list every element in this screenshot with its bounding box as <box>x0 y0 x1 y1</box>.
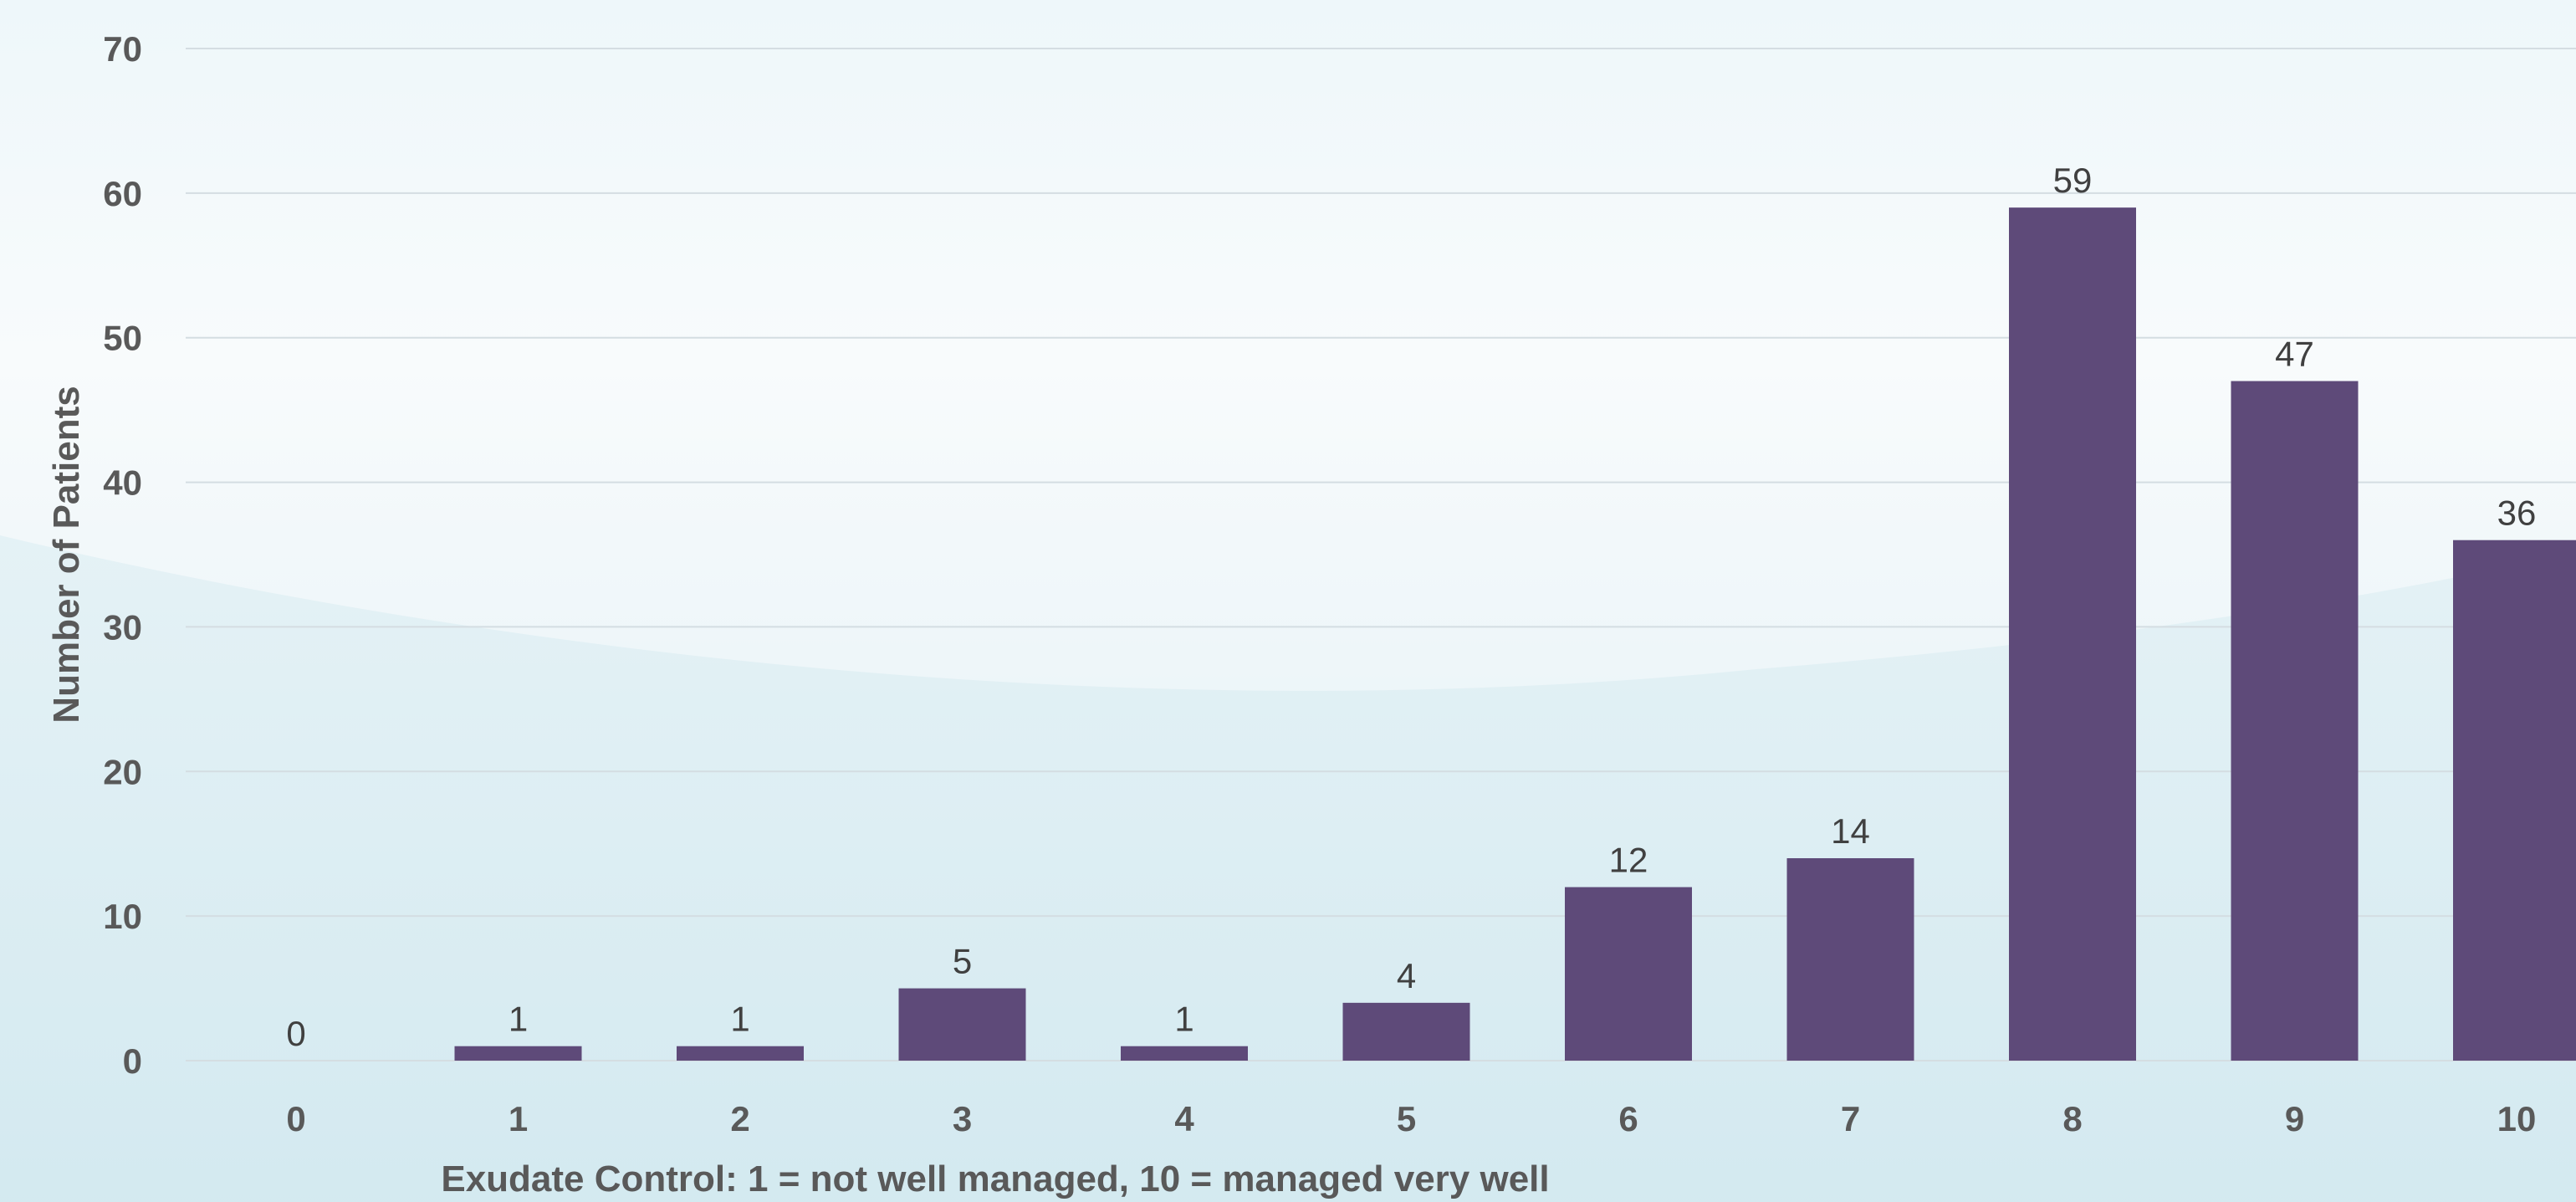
x-tick-label: 3 <box>953 1099 972 1138</box>
x-tick-label: 5 <box>1397 1099 1416 1138</box>
bar <box>1342 1002 1470 1061</box>
data-label: 12 <box>1609 841 1648 880</box>
bar <box>1786 858 1914 1061</box>
bar <box>677 1046 804 1061</box>
x-tick-label: 0 <box>286 1099 305 1138</box>
data-label: 47 <box>2275 335 2314 374</box>
y-tick-label: 70 <box>103 29 142 69</box>
data-label: 4 <box>1397 956 1416 995</box>
y-axis-ticks: 0 10 20 30 40 50 60 70 <box>103 29 142 1081</box>
x-tick-label: 2 <box>730 1099 749 1138</box>
y-tick-label: 60 <box>103 174 142 213</box>
bar <box>2009 207 2136 1061</box>
y-axis-title: Number of Patients <box>46 386 87 723</box>
y-tick-label: 20 <box>103 752 142 791</box>
data-label: 1 <box>1174 1000 1193 1039</box>
x-tick-label: 9 <box>2285 1099 2304 1138</box>
bar <box>454 1046 582 1061</box>
x-tick-label: 8 <box>2062 1099 2082 1138</box>
y-tick-label: 50 <box>103 319 142 358</box>
data-label: 0 <box>286 1014 305 1053</box>
bar <box>2231 381 2359 1061</box>
x-tick-label: 10 <box>2497 1099 2537 1138</box>
data-label: 36 <box>2497 494 2537 533</box>
y-tick-label: 0 <box>123 1041 142 1081</box>
data-label: 14 <box>1831 811 1870 851</box>
x-axis-title: Exudate Control: 1 = not well managed, 1… <box>441 1159 1549 1199</box>
bar <box>1121 1046 1248 1061</box>
x-tick-label: 1 <box>509 1099 528 1138</box>
y-tick-label: 30 <box>103 607 142 647</box>
x-tick-label: 6 <box>1618 1099 1638 1138</box>
x-tick-label: 7 <box>1841 1099 1860 1138</box>
bar <box>898 988 1026 1061</box>
data-label: 1 <box>730 1000 749 1039</box>
x-axis-ticks: 0 1 2 3 4 5 6 7 8 9 10 <box>286 1099 2536 1138</box>
gridlines <box>186 48 2576 1061</box>
bar <box>2453 540 2576 1061</box>
bar <box>1565 887 1692 1061</box>
x-tick-label: 4 <box>1174 1099 1194 1138</box>
y-tick-label: 40 <box>103 463 142 503</box>
bars <box>454 207 2576 1061</box>
y-tick-label: 10 <box>103 897 142 936</box>
data-label: 5 <box>953 942 972 981</box>
data-label: 1 <box>509 1000 528 1039</box>
data-label: 59 <box>2053 161 2093 200</box>
